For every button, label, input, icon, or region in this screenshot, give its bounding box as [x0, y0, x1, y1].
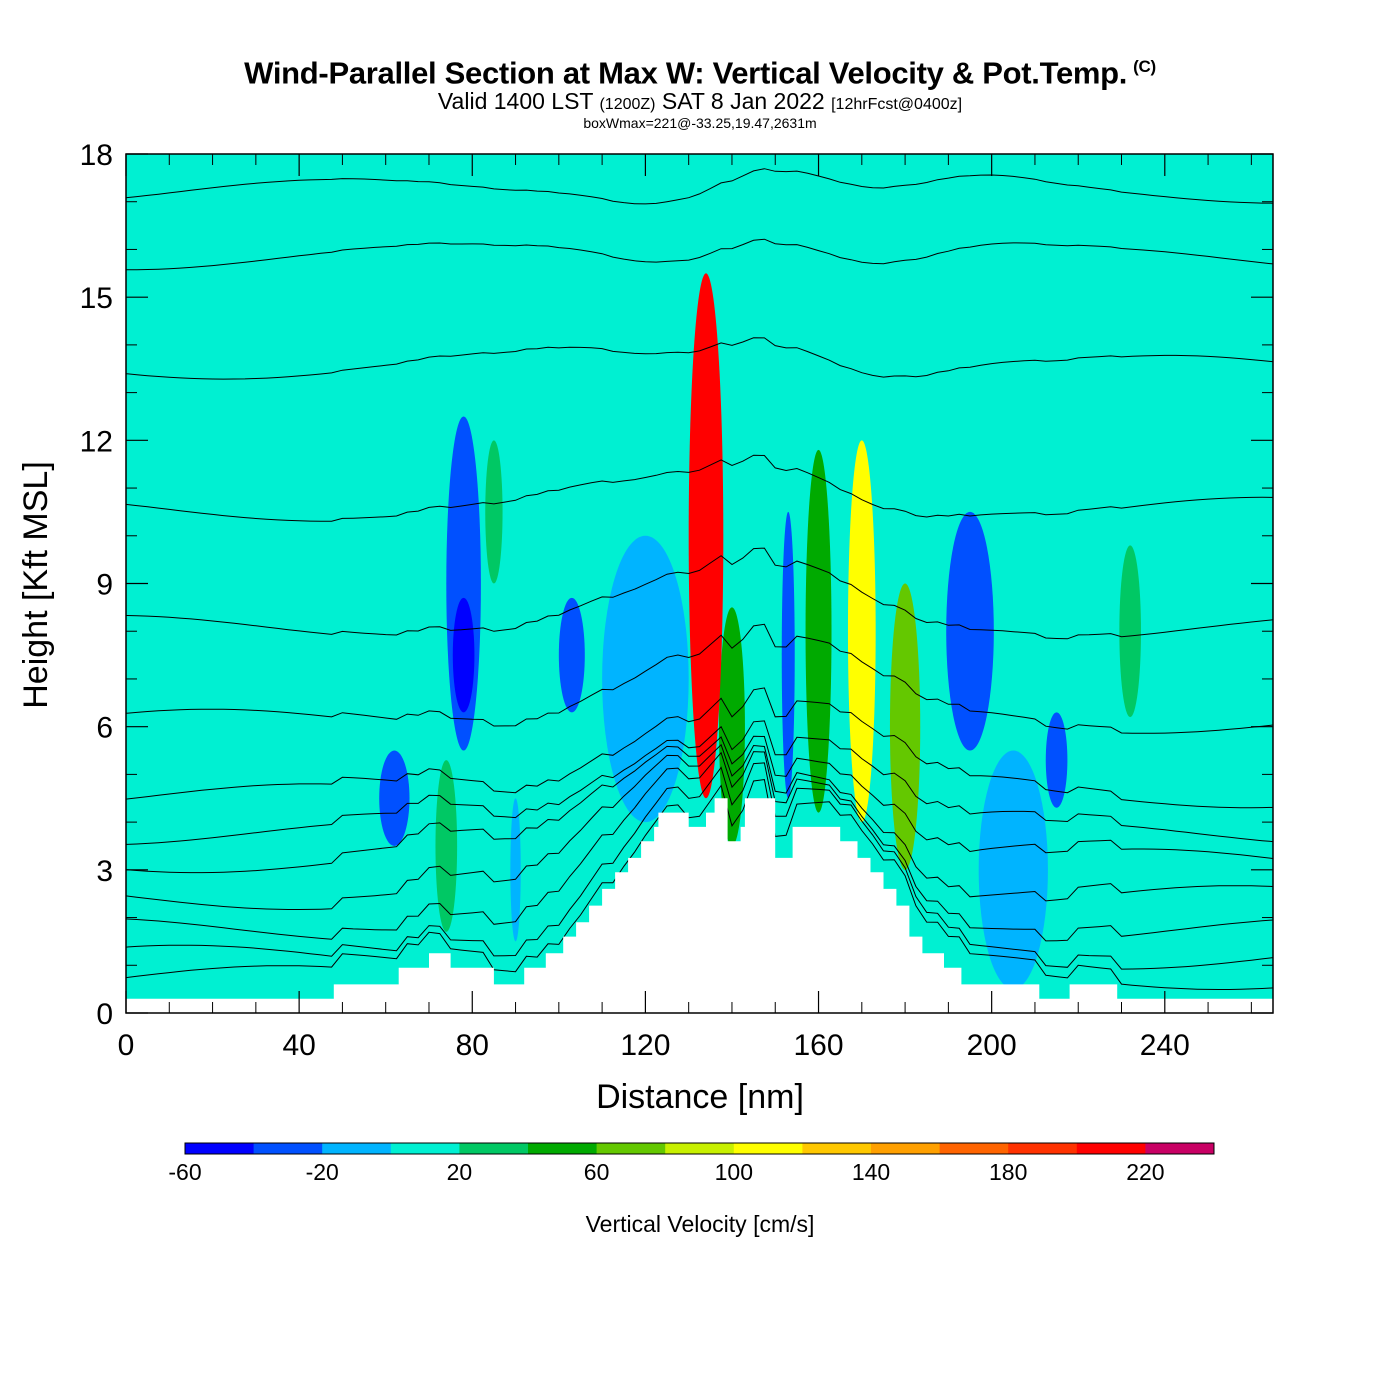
- colorbar-swatch: [1076, 1143, 1146, 1154]
- colorbar-swatch: [322, 1143, 392, 1154]
- x-tick-label: 0: [118, 1029, 135, 1062]
- colorbar-tick-label: -20: [306, 1159, 339, 1185]
- colorbar-swatch: [802, 1143, 872, 1154]
- velocity-cell-13: [379, 750, 410, 846]
- copyright-mark: (C): [1133, 57, 1156, 76]
- colorbar-swatch: [459, 1143, 529, 1154]
- velocity-cell-0: [147, 698, 278, 851]
- colorbar: -60 -20 20 60 100 140 180 220: [168, 1142, 1215, 1185]
- isentrope-line-48: [126, 238, 1273, 271]
- x-tick-label: 80: [456, 1029, 489, 1062]
- terrain-mask: [126, 798, 1273, 1013]
- velocity-cell-17: [452, 597, 475, 713]
- colorbar-tick-label: 140: [852, 1159, 890, 1185]
- colorbar-swatch: [390, 1143, 460, 1154]
- axes: 0 40 80 120 160 200 240 0 3 6 9 12 15 18: [80, 139, 1273, 1062]
- velocity-cell-6: [1119, 545, 1141, 718]
- y-tick-label: 15: [80, 282, 113, 315]
- colorbar-swatch: [253, 1143, 323, 1154]
- colorbar-title: Vertical Velocity [cm/s]: [586, 1211, 815, 1237]
- y-tick-label: 12: [80, 425, 113, 458]
- title-block: Wind-Parallel Section at Max W: Vertical…: [0, 50, 1400, 132]
- colorbar-swatch: [871, 1143, 941, 1154]
- isentrope-line-44: [126, 454, 1273, 522]
- colorbar-tick-label: 220: [1126, 1159, 1164, 1185]
- box-max-info: boxWmax=221@-33.25,19.47,2631m: [583, 115, 817, 132]
- colorbar-tick-label: 20: [447, 1159, 473, 1185]
- x-tick-label: 120: [620, 1029, 670, 1062]
- velocity-cell-16: [946, 511, 994, 751]
- velocity-cell-5: [485, 440, 503, 584]
- colorbar-swatch: [596, 1143, 666, 1154]
- y-tick-label: 6: [96, 712, 113, 745]
- colorbar-tick-label: -60: [168, 1159, 201, 1185]
- colorbar-frame: [184, 1142, 1215, 1155]
- isentrope-line-46: [126, 337, 1273, 380]
- colorbar-swatch: [528, 1143, 598, 1154]
- colorbar-swatch: [1145, 1143, 1215, 1154]
- velocity-cell-8: [805, 449, 832, 813]
- y-tick-label: 18: [80, 139, 113, 172]
- x-tick-label: 240: [1140, 1029, 1190, 1062]
- isentrope-line-50: [126, 168, 1273, 205]
- isentrope-line-40: [126, 623, 1273, 734]
- velocity-cell-7: [510, 798, 521, 942]
- y-tick-label: 3: [96, 855, 113, 888]
- velocity-cell-10: [558, 597, 585, 713]
- isentrope-line-32: [126, 743, 1273, 910]
- velocity-cell-18: [847, 440, 876, 823]
- velocity-cell-3: [978, 750, 1048, 990]
- isentrope-line-42: [126, 547, 1273, 640]
- isentrope-line-26: [126, 779, 1273, 990]
- x-tick-label: 40: [282, 1029, 315, 1062]
- isentrope-line-28: [126, 762, 1273, 970]
- y-axis-title: Height [Kft MSL]: [17, 461, 55, 709]
- chart-subtitle: Valid 1400 LST (1200Z) SAT 8 Jan 2022 [1…: [0, 90, 1400, 116]
- x-axis-title: Distance [nm]: [596, 1078, 804, 1116]
- velocity-cell-20: [688, 273, 724, 799]
- velocity-cell-2: [602, 535, 689, 823]
- isentrope-line-30: [126, 751, 1273, 942]
- colorbar-swatch: [1008, 1143, 1078, 1154]
- isentrope-contours: [126, 168, 1273, 990]
- chart-title: Wind-Parallel Section at Max W: Vertical…: [0, 50, 1400, 90]
- colorbar-swatch: [185, 1143, 255, 1154]
- x-tick-label: 200: [967, 1029, 1017, 1062]
- colorbar-tick-label: 180: [989, 1159, 1027, 1185]
- velocity-cell-1: [277, 177, 321, 465]
- utc-time: (1200Z): [599, 96, 656, 114]
- isentrope-line-38: [126, 687, 1273, 809]
- y-tick-label: 0: [96, 998, 113, 1031]
- valid-time: Valid 1400 LST: [437, 88, 594, 115]
- isentrope-line-36: [126, 720, 1273, 845]
- x-tick-label: 160: [793, 1029, 843, 1062]
- colorbar-tick-label: 100: [715, 1159, 753, 1185]
- isentrope-line-34: [126, 735, 1273, 874]
- terrain-fill: [126, 798, 1273, 1013]
- velocity-cell-9: [718, 607, 745, 846]
- velocity-cell-4: [435, 760, 458, 932]
- chart-title-text: Wind-Parallel Section at Max W: Vertical…: [244, 55, 1128, 91]
- y-tick-label: 9: [96, 569, 113, 602]
- colorbar-swatch: [665, 1143, 735, 1154]
- velocity-cell-14: [889, 583, 921, 870]
- velocity-cell-12: [1045, 712, 1068, 808]
- velocity-cell-11: [781, 511, 795, 799]
- forecast-info: [12hrFcst@0400z]: [831, 96, 963, 114]
- colorbar-swatch: [939, 1143, 1009, 1154]
- colorbar-tick-label: 60: [584, 1159, 610, 1185]
- valid-date: SAT 8 Jan 2022: [661, 88, 825, 115]
- colorbar-swatch: [733, 1143, 803, 1154]
